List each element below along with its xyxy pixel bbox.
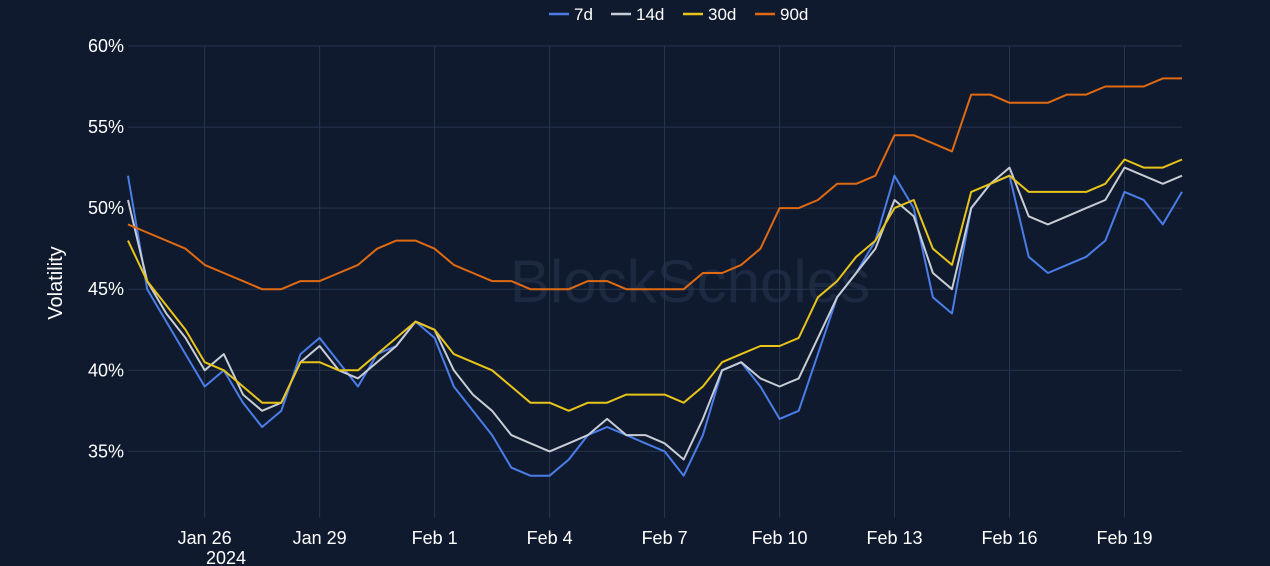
x-tick-label: Feb 19 bbox=[1096, 528, 1152, 548]
grid-layer bbox=[128, 45, 1182, 518]
legend[interactable]: 7d 14d 30d 90d bbox=[549, 5, 808, 24]
series-layer bbox=[127, 77, 1183, 477]
x-axis-year-label: 2024 bbox=[206, 548, 246, 566]
series-line-7d bbox=[127, 174, 1183, 477]
y-tick-label: 55% bbox=[88, 117, 124, 137]
x-tick-label: Feb 4 bbox=[527, 528, 573, 548]
y-tick-label: 35% bbox=[88, 441, 124, 461]
x-tick-label: Feb 13 bbox=[867, 528, 923, 548]
legend-item-14d[interactable]: 14d bbox=[611, 5, 664, 24]
x-tick-label: Jan 29 bbox=[293, 528, 347, 548]
legend-label: 30d bbox=[708, 5, 736, 24]
legend-label: 14d bbox=[636, 5, 664, 24]
x-tick-label: Feb 1 bbox=[412, 528, 458, 548]
y-axis-title: Volatility bbox=[45, 246, 67, 319]
y-tick-label: 40% bbox=[88, 360, 124, 380]
x-tick-label: Jan 26 bbox=[178, 528, 232, 548]
x-tick-label: Feb 10 bbox=[752, 528, 808, 548]
series-line-14d bbox=[127, 166, 1183, 461]
y-tick-label: 45% bbox=[88, 279, 124, 299]
y-tick-labels: 35% 40% 45% 50% 55% 60% bbox=[88, 36, 124, 461]
x-tick-label: Feb 16 bbox=[982, 528, 1038, 548]
legend-label: 7d bbox=[574, 5, 593, 24]
series-line-90d bbox=[127, 77, 1182, 291]
y-tick-label: 50% bbox=[88, 198, 124, 218]
legend-item-7d[interactable]: 7d bbox=[549, 5, 593, 24]
legend-item-90d[interactable]: 90d bbox=[755, 5, 808, 24]
legend-item-30d[interactable]: 30d bbox=[683, 5, 736, 24]
series-line-30d bbox=[127, 158, 1183, 412]
legend-label: 90d bbox=[780, 5, 808, 24]
x-tick-labels: Jan 26 Jan 29 Feb 1 Feb 4 Feb 7 Feb 10 Feb 13 F… bbox=[178, 528, 1153, 548]
x-tick-label: Feb 7 bbox=[642, 528, 688, 548]
watermark-logo: BlockScholes bbox=[510, 248, 870, 315]
y-tick-label: 60% bbox=[88, 36, 124, 56]
